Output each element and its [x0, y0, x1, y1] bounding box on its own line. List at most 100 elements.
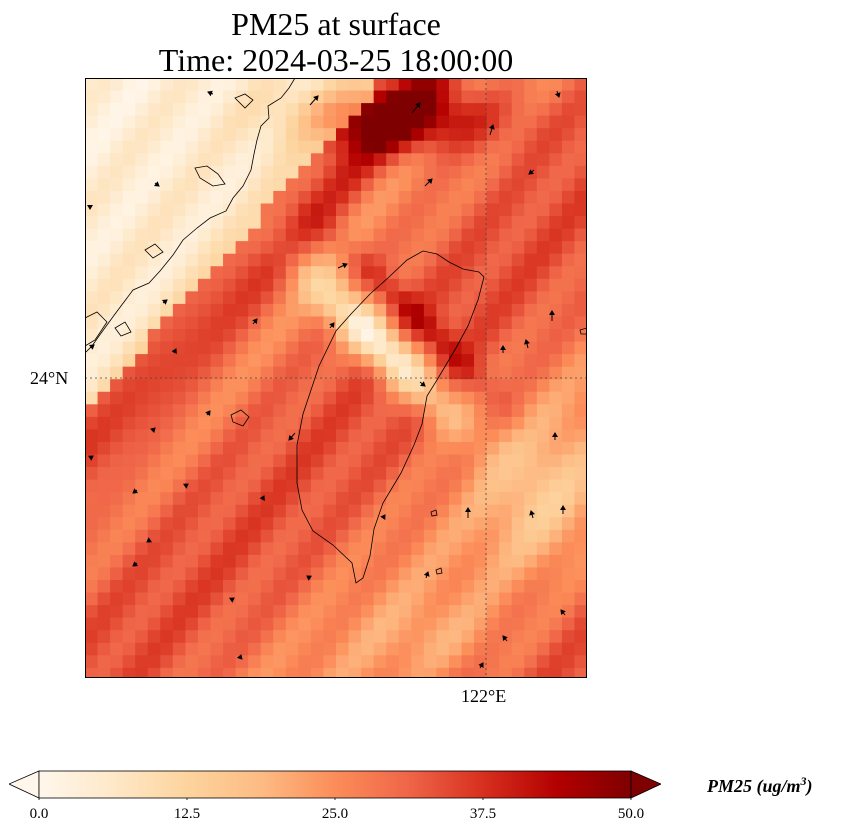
pm25-cell: [411, 203, 425, 217]
pm25-cell: [348, 366, 362, 380]
pm25-cell: [298, 366, 312, 380]
pm25-cell: [85, 329, 99, 343]
pm25-cell: [436, 617, 450, 631]
pm25-cell: [122, 366, 136, 380]
pm25-cell: [361, 554, 375, 569]
pm25-cell: [160, 567, 174, 581]
pm25-cell: [97, 266, 111, 280]
map-title: PM25 at surface: [231, 6, 441, 42]
pm25-cell: [549, 366, 563, 380]
pm25-cell: [210, 667, 224, 678]
pm25-cell: [461, 567, 475, 581]
pm25-cell: [97, 655, 111, 669]
pm25-cell: [574, 241, 587, 255]
pm25-cell: [248, 103, 262, 117]
pm25-cell: [210, 78, 224, 92]
pm25-cell: [235, 291, 249, 305]
pm25-cell: [185, 241, 199, 255]
pm25-cell: [147, 479, 161, 493]
pm25-cell: [373, 354, 387, 368]
pm25-cell: [298, 241, 312, 255]
pm25-cell: [574, 78, 587, 92]
pm25-cell: [235, 504, 249, 518]
pm25-cell: [310, 165, 325, 179]
pm25-cell: [85, 278, 99, 292]
pm25-cell: [160, 504, 174, 518]
pm25-cell: [448, 303, 463, 318]
pm25-cell: [147, 140, 161, 154]
pm25-cell: [461, 241, 475, 255]
pm25-cell: [536, 354, 550, 368]
pm25-cell: [423, 165, 437, 179]
pm25-cell: [549, 128, 563, 142]
pm25-cell: [336, 354, 350, 368]
pm25-cell: [235, 278, 249, 292]
colorbar-extend-min: [9, 770, 40, 799]
pm25-cell: [474, 266, 488, 280]
pm25-cell: [160, 329, 174, 343]
pm25-cell: [135, 140, 149, 154]
pm25-cell: [85, 291, 99, 305]
pm25-cell: [574, 303, 587, 318]
pm25-cell: [147, 467, 161, 481]
pm25-cell: [185, 140, 199, 154]
pm25-cell: [323, 542, 337, 556]
pm25-cell: [135, 303, 149, 318]
pm25-cell: [511, 178, 525, 192]
pm25-cell: [549, 266, 563, 280]
pm25-cell: [97, 467, 111, 481]
pm25-cell: [524, 454, 538, 468]
pm25-cell: [448, 291, 463, 305]
pm25-cell: [486, 266, 500, 280]
pm25-cell: [361, 341, 375, 355]
pm25-cell: [147, 630, 161, 644]
pm25-cell: [122, 190, 136, 205]
pm25-cell: [298, 341, 312, 355]
pm25-cell: [210, 253, 224, 267]
pm25-cell: [122, 128, 136, 142]
pm25-cell: [248, 554, 262, 569]
pm25-cell: [185, 667, 199, 678]
pm25-cell: [273, 266, 287, 280]
pm25-cell: [423, 655, 437, 669]
pm25-cell: [185, 228, 199, 242]
pm25-cell: [574, 554, 587, 569]
pm25-cell: [160, 241, 174, 255]
pm25-cell: [361, 266, 375, 280]
pm25-cell: [248, 140, 262, 154]
pm25-cell: [160, 429, 174, 443]
pm25-cell: [285, 542, 299, 556]
pm25-cell: [336, 429, 350, 443]
pm25-cell: [524, 190, 538, 205]
pm25-cell: [147, 391, 161, 405]
pm25-cell: [135, 90, 149, 104]
pm25-cell: [110, 467, 124, 481]
pm25-cell: [448, 605, 463, 619]
pm25-cell: [160, 467, 174, 481]
pm25-cell: [310, 190, 325, 205]
pm25-cell: [499, 391, 513, 405]
pm25-cell: [110, 517, 124, 531]
pm25-cell: [85, 140, 99, 154]
pm25-cell: [273, 441, 287, 456]
pm25-cell: [210, 228, 224, 242]
pm25-cell: [549, 379, 563, 393]
pm25-cell: [411, 178, 425, 192]
pm25-cell: [185, 554, 199, 569]
pm25-cell: [135, 592, 149, 606]
pm25-cell: [323, 266, 337, 280]
pm25-cell: [160, 165, 174, 179]
pm25-cell: [499, 492, 513, 506]
pm25-cell: [373, 404, 387, 418]
colorbar-tick-label: 50.0: [617, 806, 645, 822]
pm25-cell: [298, 78, 312, 92]
pm25-cell: [436, 153, 450, 167]
map-panel[interactable]: [85, 78, 587, 678]
pm25-cell: [524, 667, 538, 678]
pm25-cell: [285, 529, 299, 543]
pm25-cell: [461, 253, 475, 267]
pm25-cell: [461, 303, 475, 318]
pm25-cell: [210, 567, 224, 581]
pm25-cell: [474, 429, 488, 443]
pm25-cell: [160, 492, 174, 506]
